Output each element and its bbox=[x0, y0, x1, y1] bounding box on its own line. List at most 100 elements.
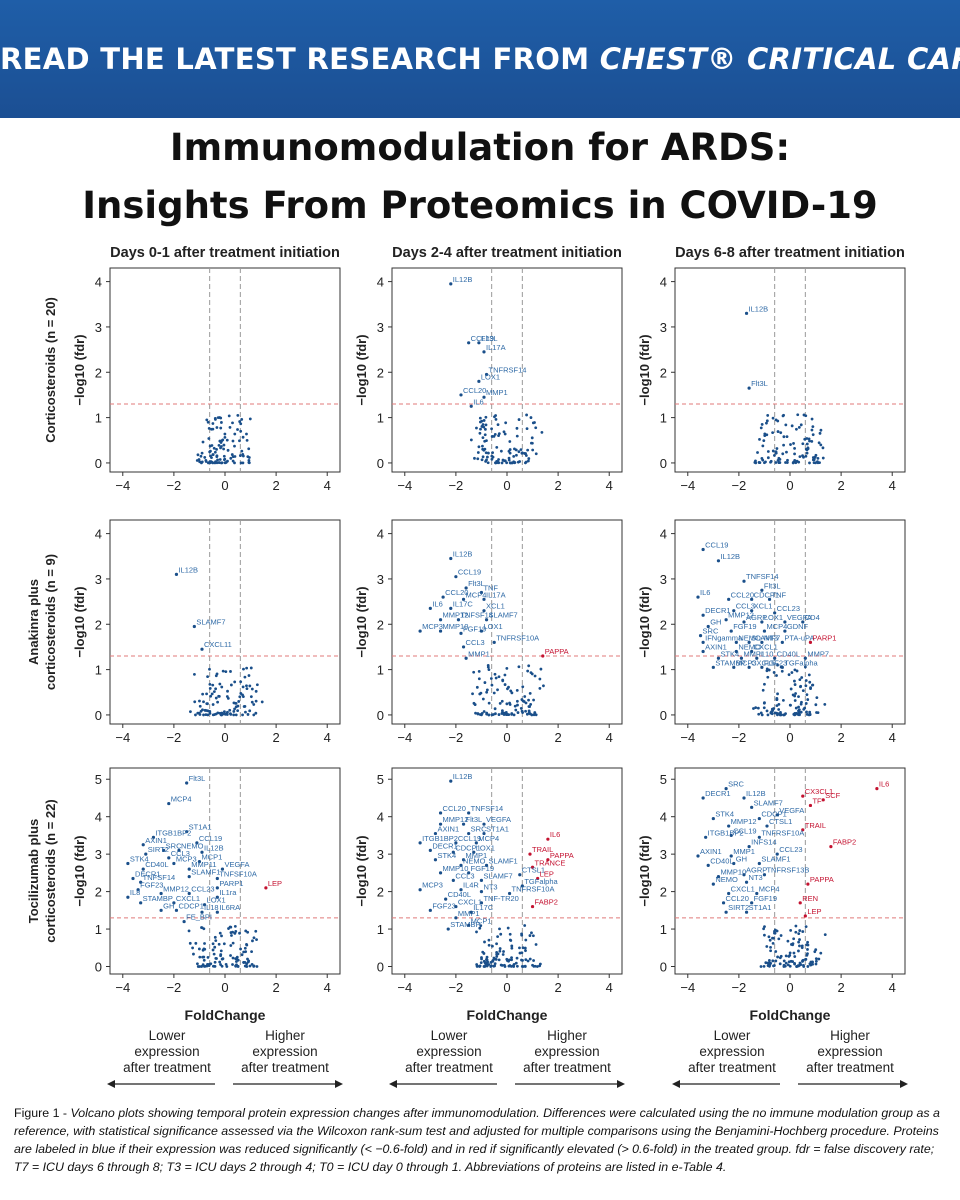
data-point bbox=[246, 930, 250, 934]
significant-point bbox=[456, 618, 461, 622]
data-point bbox=[508, 461, 512, 465]
right-arrow-head bbox=[335, 1080, 343, 1088]
data-point bbox=[221, 669, 225, 673]
data-point bbox=[793, 683, 797, 686]
data-point bbox=[220, 685, 224, 689]
protein-label: IL6 bbox=[700, 588, 710, 597]
data-point bbox=[788, 951, 792, 955]
banner: READ THE LATEST RESEARCH FROM CHEST® CRI… bbox=[0, 0, 960, 118]
x-tick-label: −2 bbox=[731, 478, 746, 493]
data-point bbox=[497, 432, 501, 436]
protein-label: PARP1 bbox=[812, 633, 836, 642]
data-point bbox=[508, 448, 512, 451]
data-point bbox=[542, 684, 545, 688]
data-point bbox=[762, 706, 766, 710]
protein-label: FGF19 bbox=[471, 864, 494, 873]
protein-label: INFS14 bbox=[751, 838, 776, 847]
data-point bbox=[218, 960, 222, 964]
data-point bbox=[495, 942, 498, 946]
protein-label: FABP2 bbox=[535, 898, 558, 907]
significant-point bbox=[215, 895, 219, 899]
protein-label: AGRP bbox=[746, 866, 767, 875]
data-point bbox=[779, 431, 783, 435]
data-point bbox=[781, 699, 785, 702]
data-point bbox=[766, 456, 770, 460]
protein-label: MCP4 bbox=[466, 590, 487, 599]
protein-label: CCL23 bbox=[779, 845, 802, 854]
protein-label: IL6RA bbox=[219, 903, 240, 912]
data-point bbox=[252, 713, 256, 717]
data-point bbox=[227, 414, 231, 418]
data-point bbox=[526, 669, 530, 673]
data-point bbox=[211, 703, 215, 706]
data-point bbox=[528, 934, 532, 937]
protein-label: SLAMF7 bbox=[754, 798, 783, 807]
row-title-1-1: corticosteroids (n = 9) bbox=[43, 554, 58, 690]
data-point bbox=[772, 964, 775, 968]
significant-point bbox=[755, 891, 759, 896]
significant-point bbox=[454, 904, 458, 909]
data-point bbox=[533, 964, 537, 968]
y-axis-label: −log10 (fdr) bbox=[72, 586, 87, 657]
significant-point bbox=[433, 858, 438, 862]
data-point bbox=[236, 709, 240, 713]
data-point bbox=[525, 413, 528, 417]
y-tick-label: 1 bbox=[95, 922, 102, 937]
significant-point bbox=[536, 876, 540, 881]
protein-label: Flt3L bbox=[468, 579, 485, 588]
data-point bbox=[527, 457, 531, 460]
data-point bbox=[211, 422, 215, 425]
data-point bbox=[233, 432, 237, 436]
data-point bbox=[801, 689, 805, 693]
protein-label: TRANCE bbox=[535, 858, 566, 867]
data-point bbox=[497, 675, 501, 679]
data-point bbox=[217, 461, 221, 464]
data-point bbox=[498, 927, 501, 931]
data-point bbox=[538, 677, 542, 681]
data-point bbox=[482, 952, 486, 955]
protein-label: TNFSF14 bbox=[746, 572, 779, 581]
protein-label: MCP1 bbox=[471, 916, 492, 925]
data-point bbox=[758, 461, 762, 465]
data-point bbox=[529, 441, 533, 445]
plot-frame bbox=[109, 767, 341, 975]
data-point bbox=[493, 962, 497, 966]
significant-point bbox=[507, 891, 512, 896]
data-point bbox=[512, 962, 516, 966]
significant-point bbox=[461, 645, 466, 649]
significant-point bbox=[144, 852, 148, 856]
data-point bbox=[526, 459, 530, 463]
data-point bbox=[484, 459, 488, 463]
data-point bbox=[762, 439, 766, 443]
significant-point bbox=[744, 910, 749, 914]
significant-point bbox=[775, 852, 779, 856]
y-axis-label: −log10 (fdr) bbox=[354, 835, 369, 906]
x-tick-label: 4 bbox=[889, 478, 896, 493]
data-point bbox=[476, 457, 480, 461]
data-point bbox=[487, 943, 491, 947]
data-point bbox=[763, 682, 766, 686]
significant-point bbox=[732, 609, 736, 613]
protein-label: STAMBP bbox=[715, 658, 745, 667]
data-point bbox=[211, 948, 215, 952]
y-tick-label: 4 bbox=[660, 527, 667, 542]
significant-point bbox=[546, 858, 550, 862]
data-point bbox=[530, 672, 534, 676]
data-point bbox=[255, 938, 258, 942]
data-point bbox=[765, 709, 769, 713]
data-point bbox=[237, 700, 241, 703]
protein-label: REN bbox=[802, 894, 818, 903]
data-point bbox=[490, 944, 494, 948]
data-point bbox=[811, 458, 815, 462]
x-tick-label: 2 bbox=[554, 478, 561, 493]
data-point bbox=[235, 960, 238, 963]
y-tick-label: 1 bbox=[377, 922, 384, 937]
significant-point bbox=[126, 861, 130, 866]
protein-label: TNFSF14 bbox=[471, 804, 504, 813]
significant-point bbox=[760, 665, 764, 669]
significant-point bbox=[742, 579, 746, 583]
protein-label: IL12B bbox=[178, 565, 198, 574]
data-point bbox=[804, 702, 808, 705]
data-point bbox=[527, 710, 531, 714]
data-point bbox=[811, 962, 814, 966]
